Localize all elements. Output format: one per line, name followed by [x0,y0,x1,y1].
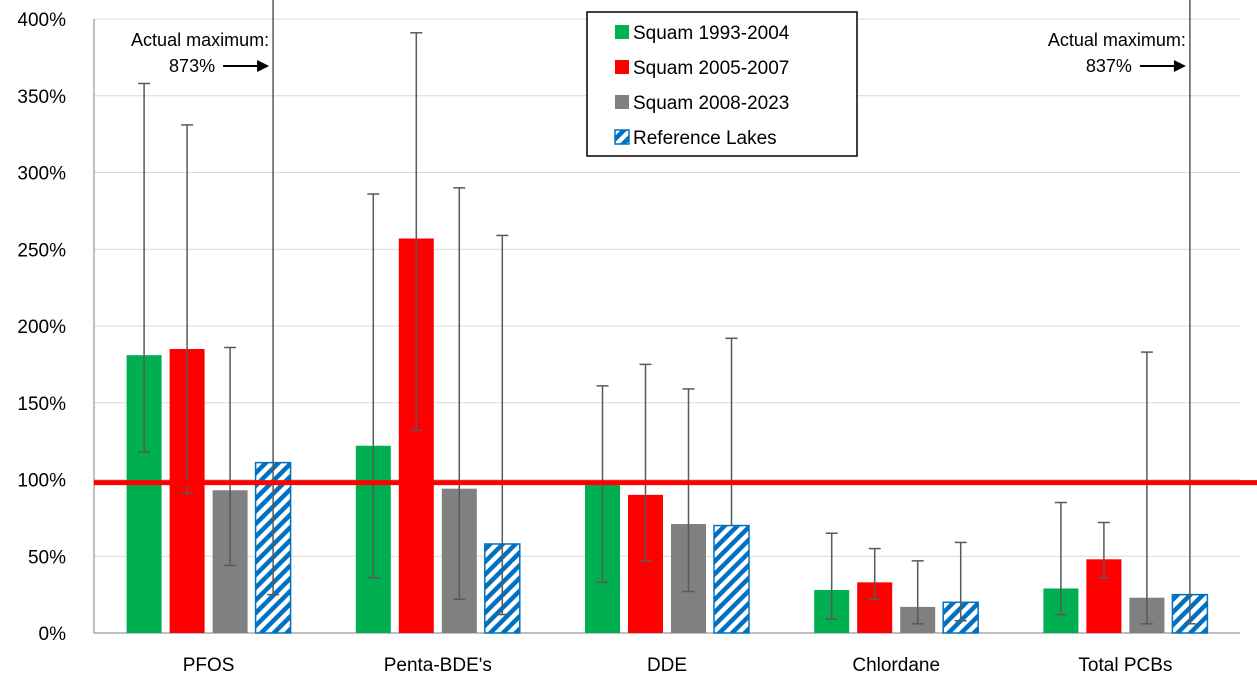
bars [126,238,1209,634]
x-category-label: Penta-BDE's [384,655,492,676]
annotation-arrow-head [257,60,270,72]
error-bars [138,0,1196,625]
legend-label: Reference Lakes [633,128,777,149]
y-tick-label: 50% [28,547,66,568]
legend-swatch [615,60,629,74]
y-tick-label: 0% [39,624,67,645]
bar [713,524,750,634]
annotation-arrow-head [1173,60,1186,72]
x-category-label: Chlordane [852,655,940,676]
legend-swatch [615,25,629,39]
x-category-label: DDE [647,655,687,676]
y-tick-label: 100% [17,471,66,492]
y-tick-label: 300% [17,164,66,185]
x-category-label: PFOS [183,655,235,676]
annotations: Actual maximum: 873% Actual maximum: 837% [131,30,1186,76]
legend-label: Squam 2005-2007 [633,58,789,79]
legend-label: Squam 2008-2023 [633,93,789,114]
legend-label: Squam 1993-2004 [633,23,790,44]
y-tick-label: 350% [17,87,66,108]
y-tick-label: 400% [17,10,66,31]
legend-swatch [614,129,630,145]
annotation-value: 837% [1086,56,1132,76]
x-category-label: Total PCBs [1078,655,1172,676]
annotation-value: 873% [169,56,215,76]
annotation-text: Actual maximum: [1048,30,1186,50]
y-tick-label: 150% [17,394,66,415]
legend-box [586,11,858,157]
legend: Squam 1993-2004 Squam 2005-2007 Squam 2008… [586,11,858,157]
annotation-text: Actual maximum: [131,30,269,50]
legend-swatch [615,95,629,109]
y-tick-label: 200% [17,317,66,338]
axes: 0% 50% 100% 150% 200% 250% 300% 350% 400% PFOS Pen… [17,10,1240,676]
y-tick-label: 250% [17,240,66,261]
